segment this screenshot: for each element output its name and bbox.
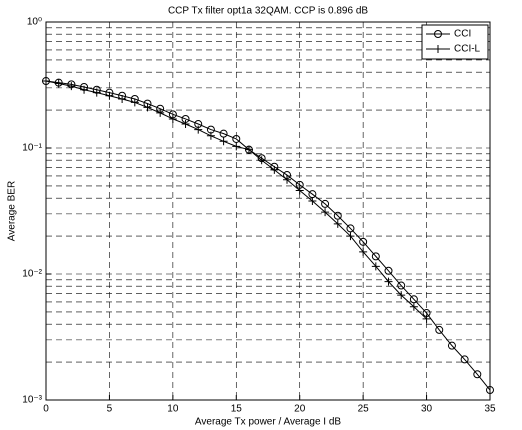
marker	[346, 232, 355, 241]
x-tick-label: 5	[107, 404, 113, 415]
plot-frame	[45, 21, 491, 401]
chart-title: CCP Tx filter opt1a 32QAM. CCP is 0.896 …	[168, 6, 368, 17]
marker	[333, 211, 342, 220]
x-tick-label: 0	[43, 404, 49, 415]
marker	[206, 131, 215, 140]
marker	[473, 370, 482, 379]
marker	[321, 199, 330, 208]
y-tick-label: 10⁻²	[22, 269, 42, 280]
marker	[244, 145, 253, 154]
y-tick-label: 10⁻¹	[22, 143, 42, 154]
marker	[54, 79, 63, 88]
marker	[422, 314, 431, 323]
legend-box	[421, 24, 489, 60]
marker	[371, 252, 380, 261]
marker	[219, 137, 228, 146]
y-axis-label: Average BER	[7, 181, 18, 241]
marker	[371, 262, 380, 271]
marker	[80, 85, 89, 94]
x-tick-label: 20	[294, 404, 306, 415]
marker	[409, 302, 418, 311]
marker	[295, 186, 304, 195]
marker	[67, 82, 76, 91]
x-tick-label: 10	[167, 404, 179, 415]
legend-label: CCI-L	[454, 44, 481, 55]
marker	[219, 129, 228, 138]
marker	[486, 386, 494, 395]
marker	[346, 224, 355, 233]
marker	[181, 120, 190, 129]
marker	[156, 108, 165, 117]
marker	[384, 266, 393, 275]
legend-label: CCI	[454, 29, 471, 40]
x-tick-label: 35	[484, 404, 496, 415]
marker	[397, 291, 406, 300]
marker	[130, 98, 139, 107]
marker	[92, 88, 101, 97]
y-tick-label: 10⁻³	[22, 395, 42, 406]
marker	[321, 208, 330, 217]
x-tick-label: 25	[358, 404, 370, 415]
marker	[257, 156, 266, 165]
marker	[308, 196, 317, 205]
series-line	[45, 80, 491, 391]
marker	[359, 247, 368, 256]
marker	[283, 175, 292, 184]
marker	[333, 219, 342, 228]
marker	[447, 341, 456, 350]
marker	[460, 355, 469, 364]
marker	[168, 114, 177, 123]
marker	[143, 103, 152, 112]
legend-marker	[434, 45, 442, 53]
marker	[232, 142, 241, 151]
marker	[384, 277, 393, 286]
marker	[435, 325, 444, 334]
marker	[194, 125, 203, 134]
legend-marker	[434, 30, 442, 38]
marker	[105, 91, 114, 100]
x-tick-label: 15	[231, 404, 243, 415]
marker	[359, 237, 368, 246]
marker	[270, 165, 279, 174]
x-axis-label: Average Tx power / Average I dB	[195, 417, 342, 428]
y-tick-label: 10⁰	[27, 17, 42, 28]
marker	[42, 77, 50, 86]
x-tick-label: 30	[421, 404, 433, 415]
marker	[397, 281, 406, 290]
marker	[118, 94, 127, 103]
